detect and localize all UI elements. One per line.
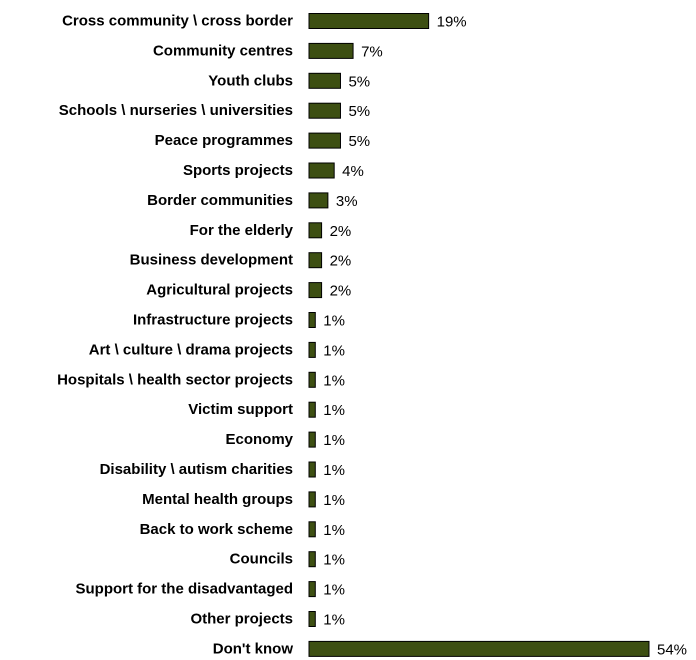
bar	[308, 640, 650, 657]
value-label: 1%	[323, 313, 345, 330]
category-label: Agricultural projects	[146, 282, 293, 299]
bar	[308, 341, 316, 358]
category-label: Art \ culture \ drama projects	[89, 341, 293, 358]
value-label: 4%	[342, 163, 364, 180]
category-label: Don't know	[213, 640, 294, 657]
bar	[308, 371, 316, 388]
value-label: 54%	[657, 641, 687, 658]
value-label: 1%	[323, 582, 345, 599]
bar	[308, 551, 316, 568]
bar	[308, 222, 323, 239]
value-label: 1%	[323, 342, 345, 359]
value-label: 1%	[323, 612, 345, 629]
category-label: Support for the disadvantaged	[75, 581, 293, 598]
category-label: Economy	[225, 431, 293, 448]
category-label: Disability \ autism charities	[100, 461, 293, 478]
value-label: 5%	[348, 133, 370, 150]
category-label: Mental health groups	[142, 491, 293, 508]
value-label: 1%	[323, 372, 345, 389]
value-label: 5%	[348, 73, 370, 90]
category-label: Other projects	[190, 611, 293, 628]
value-label: 1%	[323, 492, 345, 509]
bar	[308, 312, 316, 328]
bar	[308, 581, 316, 598]
category-label: Victim support	[188, 401, 293, 418]
bar	[308, 102, 341, 119]
bar	[308, 401, 316, 418]
value-label: 1%	[323, 552, 345, 569]
bar	[308, 491, 316, 508]
category-label: Back to work scheme	[140, 521, 293, 538]
value-label: 2%	[330, 283, 352, 300]
category-label: Peace programmes	[155, 132, 293, 149]
category-label: Sports projects	[183, 162, 293, 179]
bar	[308, 611, 316, 627]
value-label: 2%	[330, 223, 352, 240]
value-labels: 19% 7% 5% 5% 5% 4% 3% 2% 2% 2% 1% 1% 1% 1% 1% 1% 1% 1% 1% 1…	[323, 14, 687, 659]
value-label: 1%	[323, 402, 345, 419]
category-label: For the elderly	[190, 222, 294, 239]
value-label: 3%	[336, 193, 358, 210]
value-label: 2%	[330, 253, 352, 270]
value-label: 19%	[437, 14, 467, 31]
category-labels: Cross community \ cross border Community …	[57, 13, 294, 658]
category-label: Business development	[130, 252, 293, 269]
value-label: 7%	[361, 43, 383, 60]
category-label: Hospitals \ health sector projects	[57, 371, 293, 388]
category-label: Councils	[230, 551, 293, 568]
category-label: Youth clubs	[208, 72, 293, 89]
bar	[308, 132, 341, 149]
value-label: 5%	[348, 103, 370, 120]
category-label: Border communities	[147, 192, 293, 209]
value-label: 1%	[323, 522, 345, 539]
category-label: Schools \ nurseries \ universities	[59, 102, 293, 119]
category-label: Infrastructure projects	[133, 312, 293, 329]
bar	[308, 72, 341, 89]
bar	[308, 521, 316, 538]
bar	[308, 461, 316, 478]
bars	[308, 13, 650, 657]
bar	[308, 282, 323, 299]
bar	[308, 162, 335, 179]
bar	[308, 192, 329, 209]
bar	[308, 42, 354, 59]
value-label: 1%	[323, 432, 345, 449]
category-label: Community centres	[153, 42, 293, 59]
bar	[308, 252, 323, 269]
bar	[308, 13, 430, 29]
value-label: 1%	[323, 462, 345, 479]
category-label: Cross community \ cross border	[62, 13, 293, 30]
bar	[308, 431, 316, 448]
